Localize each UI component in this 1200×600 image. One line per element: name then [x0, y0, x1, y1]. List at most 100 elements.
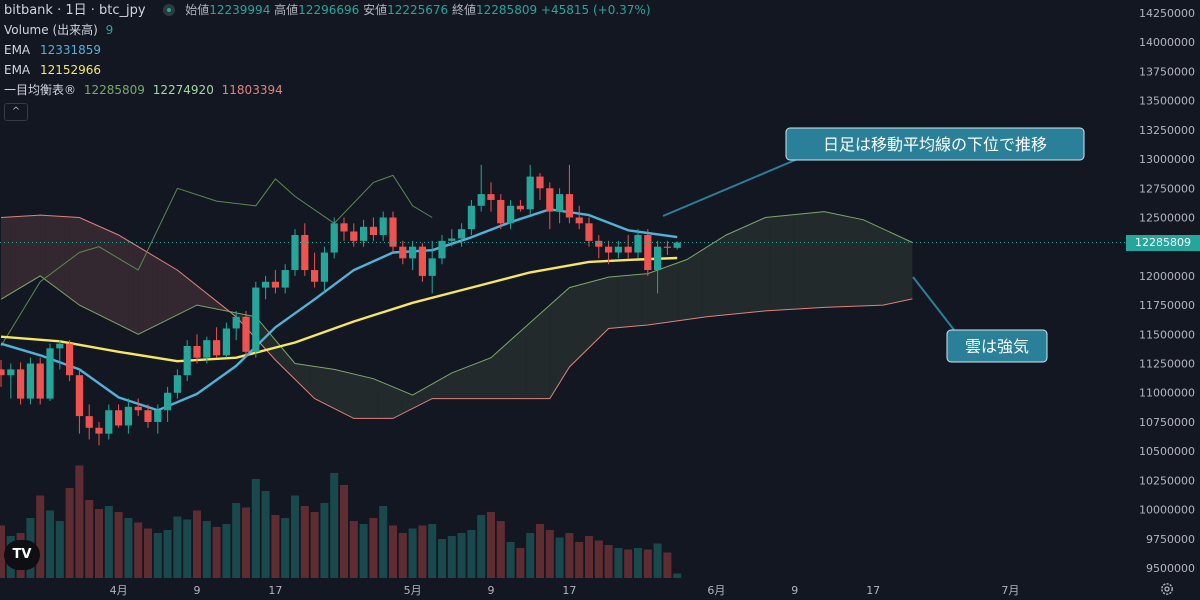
volume-bar	[153, 533, 162, 578]
cloud-segment	[642, 273, 648, 326]
ichimoku-legend-row[interactable]: 一目均衡表® 12285809 12274920 11803394	[4, 80, 651, 100]
volume-bar	[46, 510, 54, 578]
volume-bar	[281, 518, 290, 578]
cloud-segment	[461, 367, 467, 399]
cloud-segment	[50, 215, 55, 287]
collapse-legend-button[interactable]: ^	[4, 103, 28, 121]
cloud-segment	[407, 393, 413, 411]
candle-body	[458, 229, 466, 239]
collapse-row: ^	[4, 100, 651, 121]
cloud-segment	[520, 327, 526, 399]
candle-body	[565, 194, 573, 218]
y-tick-label: 10000000	[1139, 504, 1195, 517]
volume-legend-row[interactable]: Volume (出来高) 9	[4, 20, 651, 40]
candle-body	[418, 246, 426, 276]
candle-body	[585, 223, 593, 241]
ichimoku-value-3: 11803394	[221, 83, 283, 97]
ema-fast-legend-row[interactable]: EMA 12331859	[4, 40, 651, 60]
cloud-segment	[20, 216, 26, 288]
symbol-title[interactable]: bitbank · 1日 · btc_jpy	[4, 3, 146, 18]
cloud-segment	[530, 318, 536, 399]
cloud-segment	[726, 232, 732, 315]
cloud-segment	[162, 261, 168, 323]
candle-body	[369, 226, 377, 235]
cloud-segment	[383, 382, 389, 419]
cloud-segment	[89, 221, 95, 313]
callout-text: 雲は強気	[965, 337, 1029, 356]
volume-bar	[202, 521, 211, 578]
candle-body	[213, 340, 221, 356]
cloud-segment	[314, 366, 320, 402]
senkou-span-b-line	[0, 214, 913, 419]
cloud-segment	[721, 235, 727, 316]
candle-body	[271, 281, 279, 288]
y-tick-label: 10250000	[1139, 474, 1195, 487]
cloud-segment	[446, 372, 452, 399]
callout-box	[946, 329, 1048, 363]
cloud-segment	[760, 217, 766, 312]
volume-bar	[320, 503, 329, 578]
volume-bar	[85, 500, 94, 578]
cloud-segment	[618, 275, 624, 328]
candle-body	[36, 363, 44, 399]
cloud-segment	[775, 216, 781, 311]
volume-bar	[477, 515, 486, 578]
volume-bar	[536, 524, 544, 578]
cloud-segment	[358, 375, 364, 419]
cloud-segment	[892, 233, 898, 304]
cloud-segment	[848, 216, 854, 307]
cloud-segment	[329, 368, 335, 409]
candle-body	[115, 410, 123, 426]
cloud-segment	[353, 374, 359, 419]
cloud-segment	[108, 230, 114, 323]
cloud-segment	[814, 212, 820, 309]
candle-body	[66, 343, 74, 376]
cloud-segment	[662, 266, 668, 323]
callout-box	[785, 127, 1085, 161]
cloud-segment	[309, 365, 315, 399]
cloud-segment	[373, 378, 379, 419]
ema-slow-legend-row[interactable]: EMA 12152966	[4, 60, 651, 80]
cloud-segment	[319, 367, 325, 404]
cloud-segment	[569, 286, 575, 368]
cloud-segment	[633, 274, 638, 327]
candle-body	[144, 410, 152, 422]
candle-body	[173, 375, 181, 393]
candle-body	[409, 246, 417, 259]
annotation-ma-callout: 日足は移動平均線の下位で推移	[662, 127, 1085, 217]
candle-body	[193, 346, 201, 358]
cloud-segment	[157, 258, 163, 325]
cloud-segment	[167, 264, 173, 320]
cloud-segment	[535, 313, 540, 399]
gear-icon[interactable]	[1159, 581, 1175, 597]
cloud-segment	[838, 214, 844, 307]
candle-body	[673, 242, 681, 248]
cloud-segment	[652, 270, 658, 325]
y-tick-label: 10500000	[1139, 445, 1195, 458]
volume-bar	[134, 522, 143, 578]
cloud-segment	[295, 363, 300, 385]
x-tick-label: 17	[268, 584, 282, 597]
cloud-segment	[858, 218, 864, 307]
cloud-segment	[290, 357, 295, 380]
x-tick-label: 4月	[110, 584, 128, 597]
x-tick-label: 9	[194, 584, 201, 597]
cloud-segment	[481, 359, 487, 399]
cloud-segment	[564, 287, 570, 375]
cloud-segment	[834, 213, 839, 308]
cloud-segment	[402, 390, 408, 414]
cloud-segment	[736, 228, 741, 314]
volume-bar	[222, 524, 231, 578]
chikou-span-line	[0, 174, 433, 347]
ema-fast-label: EMA	[4, 43, 31, 57]
tradingview-logo[interactable]: TV	[4, 540, 40, 570]
volume-bar	[271, 515, 280, 578]
cloud-segment	[711, 241, 717, 317]
candle-body	[17, 369, 25, 399]
volume-bar	[193, 510, 201, 578]
senkou-span-a-line	[0, 211, 913, 396]
candle-body	[222, 328, 230, 356]
volume-bar	[496, 521, 505, 578]
y-tick-label: 11500000	[1139, 328, 1195, 341]
